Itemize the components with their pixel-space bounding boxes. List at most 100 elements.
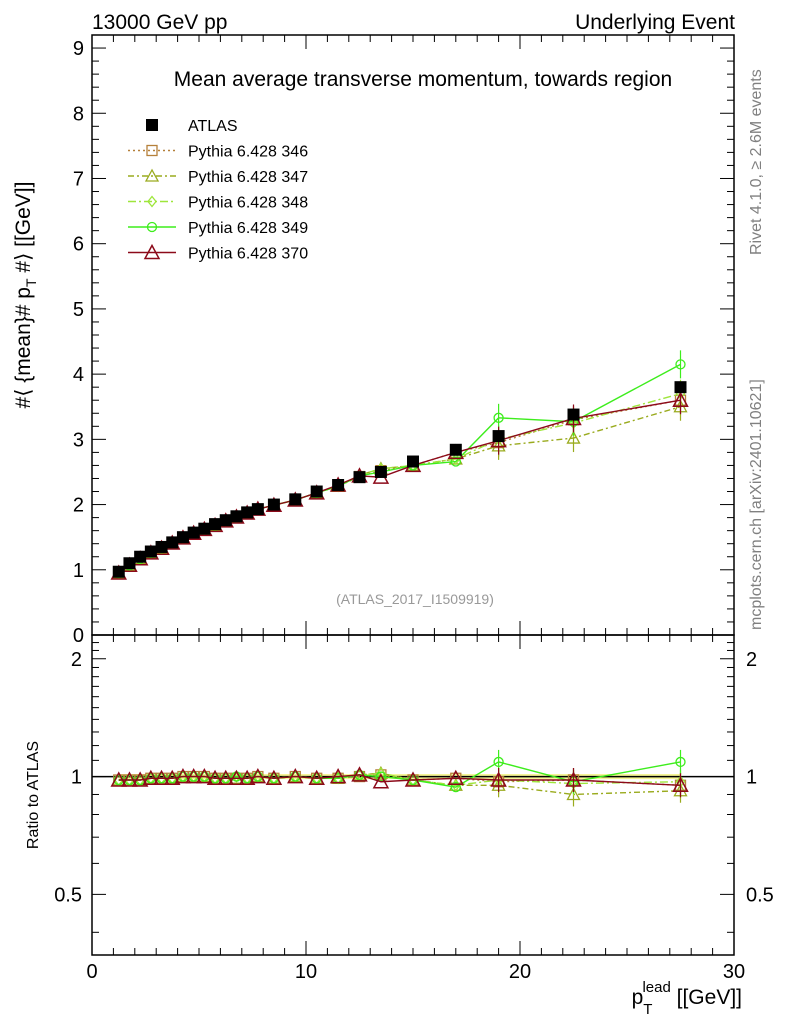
ratio-point-pythia-6-428-370 xyxy=(153,769,170,786)
ratio-point-pythia-6-428-370 xyxy=(110,771,128,787)
header-analysis-label: Underlying Event xyxy=(575,11,735,34)
ratio-point-pythia-6-428-370 xyxy=(287,767,304,784)
ratio-point-pythia-6-428-370 xyxy=(308,769,325,786)
ratio-point-pythia-6-428-370 xyxy=(329,767,347,784)
ratio-point-pythia-6-428-370 xyxy=(163,769,181,786)
mcplots-label: mcplots.cern.ch [arXiv:2401.10621] xyxy=(748,379,765,630)
y-axis-label: #⟨ {mean}# pT #⟩ [[GeV]] xyxy=(12,182,39,409)
legend-label-pythia-6-428-370: Pythia 6.428 370 xyxy=(188,246,308,263)
legend-marker-pythia-6-428-370 xyxy=(143,243,161,260)
analysis-watermark: (ATLAS_2017_I1509919) xyxy=(336,591,494,607)
ratio-y-tick-label-right: 2 xyxy=(746,649,757,671)
ratio-y-tick-label-right: 0.5 xyxy=(746,884,774,906)
legend: ATLAS Pythia 6.428 346 Pythia 6.428 347 Pyt… xyxy=(128,118,308,263)
legend-label-pythia-6-428-349: Pythia 6.428 349 xyxy=(188,220,308,237)
point-atlas xyxy=(176,531,189,544)
x-tick-label: 30 xyxy=(723,961,745,983)
ratio-point-pythia-6-428-370 xyxy=(672,776,689,793)
ratio-point-pythia-6-428-370 xyxy=(490,771,507,787)
point-atlas xyxy=(155,540,168,553)
ratio-point-pythia-6-428-370 xyxy=(265,769,283,786)
ratio-point-pythia-6-428-370 xyxy=(217,769,235,786)
legend-label-pythia-6-428-347: Pythia 6.428 347 xyxy=(188,169,308,186)
point-atlas xyxy=(332,479,345,491)
ratio-point-pythia-6-428-370 xyxy=(185,767,202,784)
line-pythia-6-428-346 xyxy=(118,399,681,574)
point-atlas xyxy=(289,493,302,506)
y-tick-label: 5 xyxy=(73,299,84,321)
line-pythia-6-428-370 xyxy=(118,399,681,574)
point-atlas xyxy=(449,443,462,456)
series-pythia-6-428-346 xyxy=(113,386,687,579)
x-tick-label: 0 xyxy=(86,961,97,983)
ratio-y-tick-label: 2 xyxy=(71,649,82,671)
legend-marker-pythia-6-428-346 xyxy=(146,144,158,157)
ratio-point-pythia-6-428-370 xyxy=(206,769,224,786)
point-atlas xyxy=(230,510,243,523)
series-atlas xyxy=(112,381,687,578)
line-pythia-6-428-347 xyxy=(118,406,681,574)
ratio-point-pythia-6-428-370 xyxy=(404,771,422,787)
point-atlas xyxy=(144,545,157,558)
point-atlas xyxy=(219,514,232,527)
main-panel: Mean average transverse momentum, toward… xyxy=(12,34,735,647)
ratio-y-tick-label: 0.5 xyxy=(54,884,82,906)
header-collision-label: 13000 GeV pp xyxy=(92,11,227,34)
rivet-version-label: Rivet 4.1.0, ≥ 2.6M events xyxy=(748,69,765,255)
point-atlas xyxy=(374,465,387,478)
ratio-point-pythia-6-428-370 xyxy=(447,769,465,786)
point-atlas xyxy=(674,381,687,394)
point-pythia-6-428-349 xyxy=(493,412,504,423)
y-tick-label: 4 xyxy=(73,364,84,386)
ratio-point-pythia-6-428-370 xyxy=(249,767,267,784)
point-pythia-6-428-347 xyxy=(566,430,581,444)
x-tick-label: 10 xyxy=(295,961,317,983)
point-atlas xyxy=(209,518,222,531)
ratio-y-tick-label: 1 xyxy=(71,767,82,789)
ratio-point-pythia-6-428-370 xyxy=(142,769,160,786)
y-tick-label: 0 xyxy=(73,625,84,647)
y-tick-label: 9 xyxy=(73,38,84,60)
point-atlas xyxy=(198,522,211,535)
point-atlas xyxy=(112,565,125,578)
legend-label-atlas: ATLAS xyxy=(188,118,238,135)
point-pythia-6-428-349 xyxy=(450,456,461,467)
point-atlas xyxy=(123,557,136,570)
point-atlas xyxy=(353,471,366,484)
series-pythia-6-428-348 xyxy=(113,379,686,580)
point-pythia-6-428-349 xyxy=(675,359,686,370)
ratio-point-pythia-6-428-370 xyxy=(121,771,138,787)
ratio-y-tick-label-right: 1 xyxy=(746,767,757,789)
legend-marker-pythia-6-428-348 xyxy=(147,195,157,208)
point-atlas xyxy=(241,506,254,519)
ratio-point-pythia-6-428-370 xyxy=(238,769,256,786)
ratio-point-pythia-6-428-370 xyxy=(372,773,390,789)
ratio-point-pythia-6-428-370 xyxy=(565,771,582,787)
ratio-point-pythia-6-428-370 xyxy=(196,767,213,784)
legend-label-pythia-6-428-346: Pythia 6.428 346 xyxy=(188,144,308,161)
point-atlas xyxy=(251,503,264,516)
ratio-y-axis-label: Ratio to ATLAS xyxy=(25,741,42,849)
legend-label-pythia-6-428-348: Pythia 6.428 348 xyxy=(188,195,308,212)
ratio-point-pythia-6-428-370 xyxy=(228,769,245,786)
point-atlas xyxy=(310,485,323,498)
ratio-point-pythia-6-428-349 xyxy=(450,781,461,793)
ratio-point-pythia-6-428-348 xyxy=(376,767,386,780)
line-pythia-6-428-349 xyxy=(118,363,681,574)
legend-marker-atlas xyxy=(146,119,158,131)
point-atlas xyxy=(492,430,505,443)
ratio-line-pythia-6-428-370 xyxy=(118,774,681,786)
x-axis-label: pTlead [[GeV]] xyxy=(632,979,742,1018)
legend-marker-pythia-6-428-349 xyxy=(146,221,158,233)
legend-marker-pythia-6-428-347 xyxy=(144,168,160,182)
point-atlas xyxy=(407,455,419,468)
ratio-point-pythia-6-428-370 xyxy=(351,766,368,782)
point-atlas xyxy=(187,526,200,539)
point-atlas xyxy=(134,550,147,563)
ratio-series-pythia-6-428-370 xyxy=(110,766,689,798)
point-atlas xyxy=(166,536,179,549)
y-tick-label: 2 xyxy=(73,495,84,517)
x-tick-label: 20 xyxy=(509,961,531,983)
ratio-point-pythia-6-428-349 xyxy=(493,756,504,768)
